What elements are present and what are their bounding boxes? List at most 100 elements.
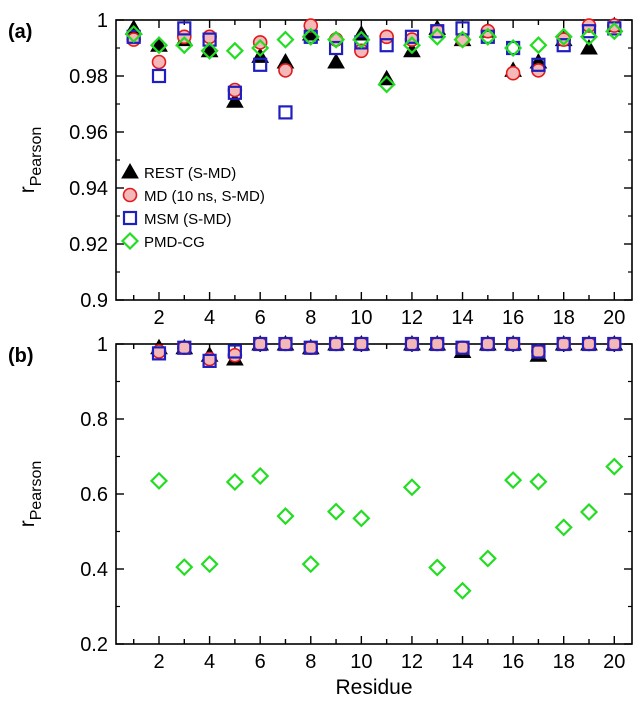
- data-point-square: [404, 29, 420, 44]
- data-point-square: [278, 105, 293, 120]
- legend-marker-square: [122, 210, 138, 226]
- x-tick-label: 12: [401, 307, 423, 329]
- data-point-diamond: [124, 24, 143, 44]
- data-point-square: [151, 346, 167, 361]
- series-triangle: [150, 334, 624, 366]
- series-circle: [151, 336, 622, 367]
- x-tick-label: 12: [401, 651, 423, 673]
- data-point-circle: [581, 336, 597, 352]
- data-point-square: [328, 40, 344, 56]
- data-point-square: [177, 340, 192, 355]
- data-point-circle: [278, 63, 293, 78]
- data-point-diamond: [529, 472, 548, 491]
- data-point-square: [151, 68, 167, 84]
- data-point-circle: [379, 29, 394, 45]
- x-tick-label: 18: [553, 651, 575, 673]
- data-point-diamond: [605, 457, 624, 476]
- legend: REST (S-MD) MD (10 ns, S-MD) MSM (S-MD) PMD…: [120, 162, 265, 251]
- panel-a: 2 4 6 8 10 12 14 16 18 20 0.9 0.92 0.94 0.96 0.98 1 rPea…: [8, 10, 633, 329]
- y-tick-label: 0.96: [69, 122, 108, 144]
- data-point-diamond: [428, 27, 447, 46]
- data-point-circle: [505, 65, 521, 81]
- y-tick-label: 0.98: [69, 66, 108, 88]
- data-point-diamond: [149, 471, 169, 490]
- data-point-circle: [328, 336, 344, 352]
- y-tick-label: 0.9: [80, 290, 108, 312]
- data-point-diamond: [453, 581, 472, 600]
- data-point-circle: [227, 82, 243, 98]
- data-point-circle: [429, 336, 445, 352]
- data-point-square: [455, 340, 470, 355]
- data-point-diamond: [327, 30, 346, 49]
- legend-marker-diamond: [120, 231, 140, 251]
- data-point-diamond: [504, 38, 523, 58]
- data-point-square: [581, 24, 597, 39]
- data-point-square: [227, 85, 242, 100]
- legend-marker-circle: [122, 187, 138, 203]
- data-point-circle: [606, 336, 622, 352]
- x-tick-label: 10: [350, 307, 372, 329]
- data-point-diamond: [554, 518, 573, 537]
- data-point-circle: [126, 32, 142, 47]
- data-point-square: [404, 336, 420, 352]
- data-point-diamond: [377, 75, 396, 94]
- y-tick-label: 0.92: [69, 234, 108, 256]
- data-point-triangle: [327, 52, 345, 69]
- y-axis-title-main: r: [16, 520, 39, 527]
- x-tick-label: 10: [350, 651, 372, 673]
- x-tick-label: 6: [255, 307, 266, 329]
- data-point-square: [506, 336, 521, 352]
- legend-label: REST (S-MD): [144, 165, 236, 182]
- data-point-circle: [606, 18, 622, 33]
- data-point-diamond: [478, 549, 497, 568]
- data-point-triangle: [580, 38, 598, 55]
- y-tick-label: 1: [97, 334, 108, 356]
- data-point-diamond: [352, 30, 371, 49]
- data-point-diamond: [200, 41, 219, 60]
- y-axis-title-sub: Pearson: [28, 127, 45, 187]
- data-point-diamond: [225, 41, 244, 60]
- data-point-diamond: [149, 36, 169, 55]
- x-tick-label: 14: [451, 651, 473, 673]
- x-tick-label: 4: [204, 307, 215, 329]
- data-point-square: [430, 24, 445, 39]
- data-point-circle: [328, 32, 344, 47]
- x-tick-label: 2: [153, 307, 164, 329]
- x-tick-label: 18: [553, 307, 575, 329]
- data-point-diamond: [579, 502, 599, 522]
- x-tick-label: 4: [204, 651, 215, 673]
- data-point-diamond: [402, 36, 421, 55]
- y-tick-label: 1: [97, 10, 108, 32]
- panel-label: (a): [8, 21, 32, 43]
- y-axis-title-sub: Pearson: [28, 461, 45, 521]
- data-point-circle: [151, 54, 167, 70]
- data-point-square: [303, 340, 318, 355]
- data-point-circle: [429, 23, 445, 39]
- data-point-diamond: [554, 27, 573, 46]
- data-point-square: [328, 336, 344, 352]
- legend-label: MD (10 ns, S-MD): [144, 188, 265, 205]
- data-point-diamond: [453, 30, 472, 49]
- y-tick-label: 0.2: [80, 634, 108, 656]
- data-point-circle: [202, 29, 217, 45]
- data-point-diamond: [504, 471, 523, 490]
- data-point-square: [253, 57, 268, 72]
- x-tick-label: 14: [451, 307, 473, 329]
- data-point-circle: [531, 344, 546, 359]
- data-point-diamond: [352, 509, 371, 528]
- x-tick-label: 16: [502, 651, 524, 673]
- data-point-diamond: [175, 36, 194, 55]
- data-point-circle: [278, 336, 293, 352]
- panel-b: 2 4 6 8 10 12 14 16 18 20 0.2 0.4 0.6 0.8 1 rPearson (b)…: [8, 334, 633, 699]
- legend-label: PMD-CG: [144, 234, 205, 251]
- panel-label: (b): [8, 345, 34, 367]
- data-point-square: [278, 336, 293, 352]
- data-point-circle: [252, 336, 268, 352]
- plot-frame: [115, 343, 633, 645]
- data-point-square: [227, 344, 242, 359]
- series-diamond: [124, 22, 624, 94]
- data-point-circle: [227, 347, 243, 363]
- data-point-square: [581, 336, 597, 352]
- data-point-diamond: [200, 555, 219, 574]
